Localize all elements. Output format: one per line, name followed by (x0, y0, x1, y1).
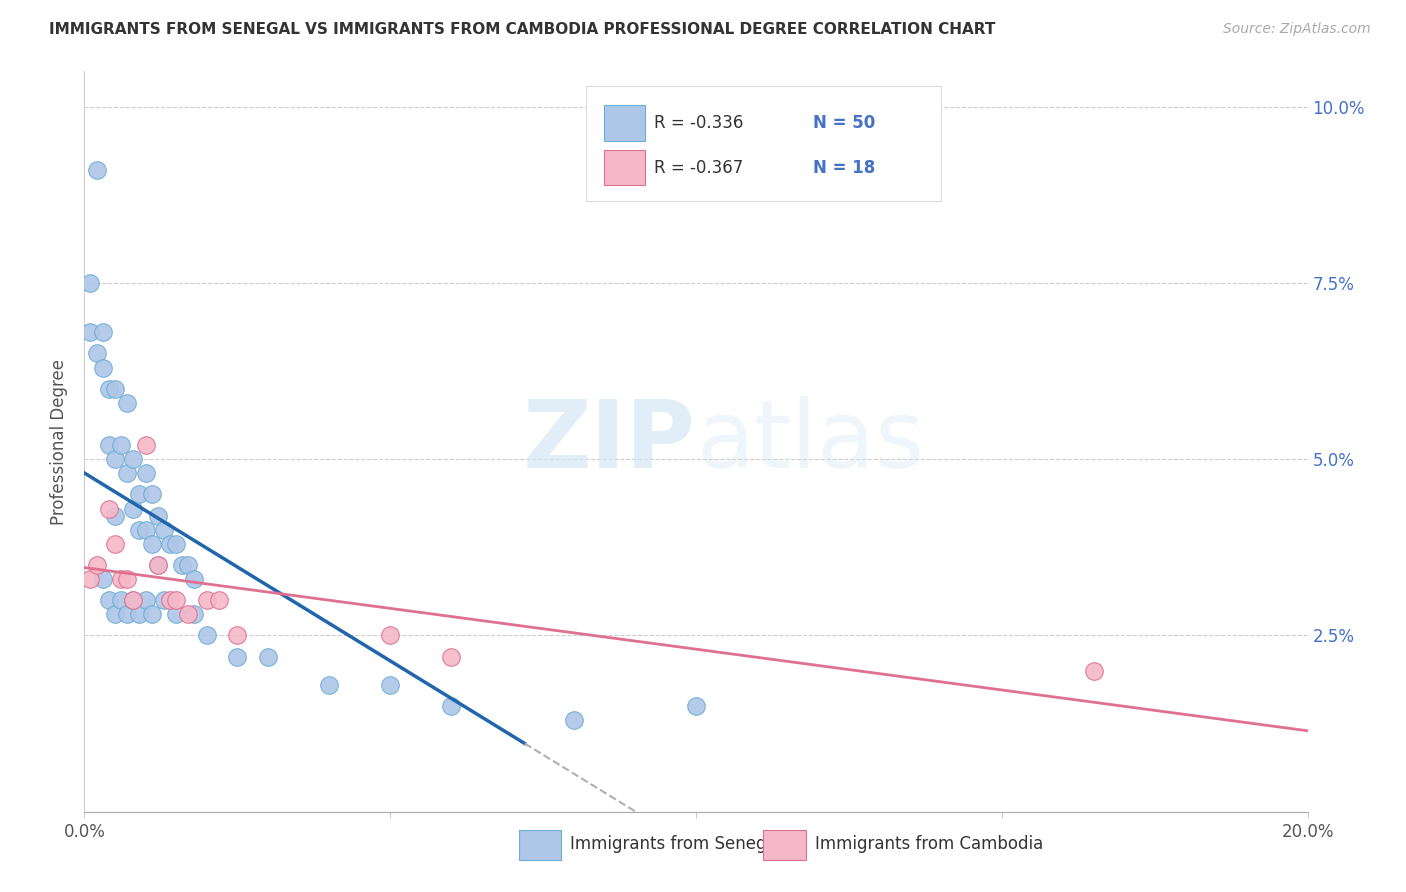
Text: Source: ZipAtlas.com: Source: ZipAtlas.com (1223, 22, 1371, 37)
Point (226, 649, 249, 664)
Point (86, 346, 108, 360)
Point (91, 572, 114, 586)
Point (226, 628, 249, 642)
Point (195, 628, 218, 642)
Point (153, 523, 176, 537)
Point (1083, 664, 1105, 678)
Text: R = -0.336: R = -0.336 (654, 114, 744, 132)
Text: atlas: atlas (696, 395, 924, 488)
Point (79, 325, 101, 339)
Point (208, 593, 231, 607)
Point (257, 649, 280, 664)
Point (104, 508, 127, 523)
Point (110, 593, 132, 607)
Point (177, 558, 200, 572)
Point (183, 572, 205, 586)
Point (380, 628, 402, 642)
Point (115, 396, 138, 410)
Text: IMMIGRANTS FROM SENEGAL VS IMMIGRANTS FROM CAMBODIA PROFESSIONAL DEGREE CORRELAT: IMMIGRANTS FROM SENEGAL VS IMMIGRANTS FR… (49, 22, 995, 37)
Point (141, 607, 163, 622)
Point (146, 508, 169, 523)
Point (122, 593, 145, 607)
Point (86, 163, 108, 178)
Y-axis label: Professional Degree: Professional Degree (51, 359, 69, 524)
Point (97, 382, 120, 396)
Point (128, 607, 150, 622)
Point (79, 276, 101, 290)
FancyBboxPatch shape (519, 830, 561, 860)
Point (141, 537, 163, 551)
Point (146, 558, 169, 572)
Point (104, 452, 127, 467)
Point (318, 678, 340, 692)
Point (177, 607, 200, 622)
Text: R = -0.367: R = -0.367 (654, 159, 744, 177)
Point (135, 467, 157, 481)
Point (135, 593, 157, 607)
Point (440, 649, 463, 664)
Text: N = 18: N = 18 (814, 159, 876, 177)
Point (115, 467, 138, 481)
Point (183, 607, 205, 622)
Point (165, 537, 187, 551)
Point (115, 572, 138, 586)
Point (97, 593, 120, 607)
Point (172, 558, 194, 572)
Point (685, 698, 707, 713)
Point (562, 713, 585, 727)
Point (115, 607, 138, 622)
Text: N = 50: N = 50 (814, 114, 876, 132)
Point (91, 360, 114, 375)
Point (128, 523, 150, 537)
Point (97, 501, 120, 516)
Point (146, 558, 169, 572)
Point (86, 558, 108, 572)
Point (165, 593, 187, 607)
Point (104, 382, 127, 396)
Point (135, 438, 157, 452)
Point (135, 523, 157, 537)
Point (110, 572, 132, 586)
Point (141, 487, 163, 501)
FancyBboxPatch shape (605, 150, 644, 186)
Point (153, 593, 176, 607)
Point (110, 438, 132, 452)
Point (159, 593, 181, 607)
Point (122, 501, 145, 516)
Text: ZIP: ZIP (523, 395, 696, 488)
Point (104, 607, 127, 622)
Point (104, 537, 127, 551)
Point (380, 678, 402, 692)
FancyBboxPatch shape (763, 830, 806, 860)
Point (165, 607, 187, 622)
Point (128, 487, 150, 501)
Point (79, 572, 101, 586)
Point (440, 698, 463, 713)
Point (122, 593, 145, 607)
Point (91, 325, 114, 339)
Point (195, 593, 218, 607)
Point (97, 438, 120, 452)
FancyBboxPatch shape (586, 87, 941, 201)
Text: Immigrants from Senegal: Immigrants from Senegal (569, 835, 782, 854)
Text: Immigrants from Cambodia: Immigrants from Cambodia (814, 835, 1043, 854)
Point (159, 537, 181, 551)
FancyBboxPatch shape (605, 105, 644, 141)
Point (122, 452, 145, 467)
